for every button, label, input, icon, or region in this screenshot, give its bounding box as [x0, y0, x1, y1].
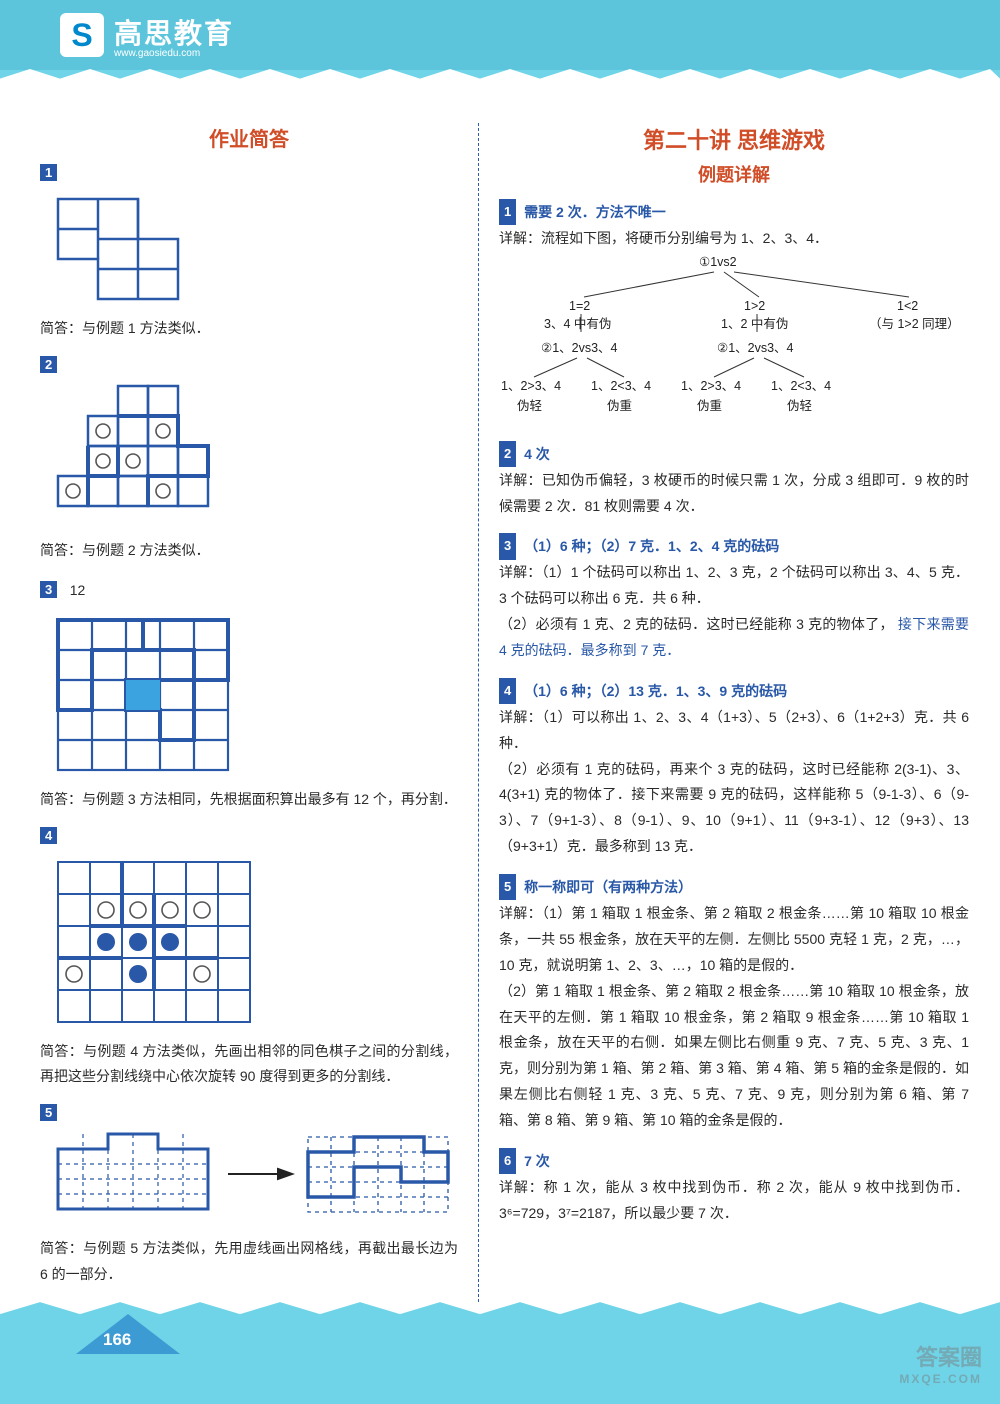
- caption-3: 简答：与例题 3 方法相同，先根据面积算出最多有 12 个，再分割．: [40, 787, 458, 813]
- ex-head-5: 称一称即可（有两种方法）: [524, 879, 692, 895]
- svg-text:②1、2vs3、4: ②1、2vs3、4: [541, 341, 618, 355]
- ex-badge-5: 5: [499, 874, 516, 900]
- page-number: 166: [103, 1330, 131, 1350]
- page-body: 作业简答 1 简答：与例题 1 方法类似．: [0, 93, 1000, 1362]
- ex-badge-6: 6: [499, 1148, 516, 1174]
- ex-d5a: 详解：（1）第 1 箱取 1 根金条、第 2 箱取 2 根金条……第 10 箱取…: [499, 905, 969, 973]
- ex-d4b: （2）必须有 1 克的砝码，再来个 3 克的砝码，这时已经能称 2(3-1)、3…: [499, 761, 969, 855]
- ex-head-2: 4 次: [524, 446, 550, 462]
- figure-3: [48, 610, 458, 785]
- ex-detail-1: 详解：流程如下图，将硬币分别编号为 1、2、3、4．: [499, 230, 828, 246]
- left-title: 作业简答: [40, 123, 458, 152]
- watermark-main: 答案圈: [916, 1345, 982, 1370]
- badge-5: 5: [40, 1104, 57, 1121]
- lesson-subtitle: 例题详解: [499, 161, 969, 187]
- ex-detail-2: 详解：已知伪币偏轻，3 枚硬币的时候只需 1 次，分成 3 组即可．9 枚的时候…: [499, 472, 969, 514]
- brand-header: S 高思教育 www.gaosiedu.com: [0, 0, 1000, 70]
- svg-text:伪重: 伪重: [607, 398, 632, 413]
- figure-2: [48, 381, 458, 536]
- svg-text:伪重: 伪重: [697, 398, 722, 413]
- ex-4: 4 （1）6 种；（2）13 克．1、3、9 克的砝码 详解：（1）可以称出 1…: [499, 678, 969, 860]
- badge-2: 2: [40, 356, 57, 373]
- ex-d4a: 详解：（1）可以称出 1、2、3、4（1+3）、5（2+3）、6（1+2+3）克…: [499, 709, 969, 751]
- svg-text:3、4 中有伪: 3、4 中有伪: [544, 316, 611, 331]
- decision-tree: ①1vs2 1=2 1>2 1<2 3、4 中有伪 1、2 中有伪 （与 1>2…: [499, 252, 969, 427]
- hw-item-4: 4: [40, 827, 458, 1091]
- hw-item-1: 1 简答：与例题 1 方法类似．: [40, 164, 458, 342]
- brand-name: 高思教育: [114, 18, 234, 49]
- svg-text:伪轻: 伪轻: [517, 399, 542, 413]
- ex-badge-4: 4: [499, 678, 516, 704]
- ex-d3b: （2）必须有 1 克、2 克的砝码．这时已经能称 3 克的物体了，: [499, 616, 894, 632]
- ex-head-3: （1）6 种；（2）7 克．1、2、4 克的砝码: [524, 538, 779, 554]
- svg-text:1=2: 1=2: [569, 299, 590, 313]
- svg-text:①1vs2: ①1vs2: [699, 255, 737, 269]
- brand-text: 高思教育 www.gaosiedu.com: [114, 12, 234, 59]
- right-column: 第二十讲 思维游戏 例题详解 1 需要 2 次．方法不唯一 详解：流程如下图，将…: [499, 123, 969, 1302]
- hw-item-2: 2: [40, 356, 458, 564]
- left-column: 作业简答 1 简答：与例题 1 方法类似．: [40, 123, 458, 1302]
- svg-text:1、2>3、4: 1、2>3、4: [681, 379, 741, 393]
- figure-4: [48, 852, 458, 1037]
- svg-text:1、2>3、4: 1、2>3、4: [501, 379, 561, 393]
- zigzag-divider-top: [0, 69, 1000, 93]
- ex-d6: 详解：称 1 次，能从 3 枚中找到伪币．称 2 次，能从 9 枚中找到伪币．3…: [499, 1179, 969, 1221]
- brand-logo: S: [60, 13, 104, 57]
- svg-text:1、2 中有伪: 1、2 中有伪: [721, 316, 788, 331]
- ex-d3a: 详解：（1）1 个砝码可以称出 1、2、3 克，2 个砝码可以称出 3、4、5 …: [499, 564, 969, 606]
- ex-3: 3 （1）6 种；（2）7 克．1、2、4 克的砝码 详解：（1）1 个砝码可以…: [499, 533, 969, 663]
- brand-url: www.gaosiedu.com: [114, 48, 234, 59]
- column-divider: [478, 123, 479, 1302]
- ex-head-6: 7 次: [524, 1153, 550, 1169]
- watermark: 答案圈 MXQE.COM: [899, 1345, 982, 1386]
- svg-text:1>2: 1>2: [744, 299, 765, 313]
- svg-text:1、2<3、4: 1、2<3、4: [771, 379, 831, 393]
- ex-5: 5 称一称即可（有两种方法） 详解：（1）第 1 箱取 1 根金条、第 2 箱取…: [499, 874, 969, 1134]
- hw-item-5: 5: [40, 1104, 458, 1288]
- svg-text:②1、2vs3、4: ②1、2vs3、4: [717, 341, 794, 355]
- hw-item-3: 3 12 简答：与例题 3 方: [40, 578, 458, 813]
- lesson-title: 第二十讲 思维游戏: [499, 123, 969, 155]
- ex-6: 6 7 次 详解：称 1 次，能从 3 枚中找到伪币．称 2 次，能从 9 枚中…: [499, 1148, 969, 1227]
- svg-text:伪轻: 伪轻: [787, 399, 812, 413]
- ex-1: 1 需要 2 次．方法不唯一 详解：流程如下图，将硬币分别编号为 1、2、3、4…: [499, 199, 969, 427]
- ex-badge-3: 3: [499, 533, 516, 559]
- badge-3: 3: [40, 581, 57, 598]
- ex-d5b: （2）第 1 箱取 1 根金条、第 2 箱取 2 根金条……第 10 箱取 10…: [499, 983, 969, 1128]
- svg-text:1<2: 1<2: [897, 299, 918, 313]
- badge-4: 4: [40, 827, 57, 844]
- ex-badge-1: 1: [499, 199, 516, 225]
- figure-1: [48, 189, 458, 314]
- watermark-sub: MXQE.COM: [899, 1372, 982, 1386]
- head-3: 12: [70, 582, 86, 598]
- caption-1: 简答：与例题 1 方法类似．: [40, 316, 458, 342]
- figure-5: [48, 1129, 458, 1234]
- ex-head-4: （1）6 种；（2）13 克．1、3、9 克的砝码: [524, 683, 787, 699]
- ex-head-1: 需要 2 次．方法不唯一: [524, 204, 666, 220]
- ex-badge-2: 2: [499, 441, 516, 467]
- svg-text:（与 1>2 同理）: （与 1>2 同理）: [869, 317, 960, 331]
- svg-text:1、2<3、4: 1、2<3、4: [591, 379, 651, 393]
- badge-1: 1: [40, 164, 57, 181]
- caption-2: 简答：与例题 2 方法类似．: [40, 538, 458, 564]
- caption-5: 简答：与例题 5 方法类似，先用虚线画出网格线，再截出最长边为 6 的一部分．: [40, 1236, 458, 1288]
- caption-4: 简答：与例题 4 方法类似，先画出相邻的同色棋子之间的分割线，再把这些分割线绕中…: [40, 1039, 458, 1091]
- ex-2: 2 4 次 详解：已知伪币偏轻，3 枚硬币的时候只需 1 次，分成 3 组即可．…: [499, 441, 969, 520]
